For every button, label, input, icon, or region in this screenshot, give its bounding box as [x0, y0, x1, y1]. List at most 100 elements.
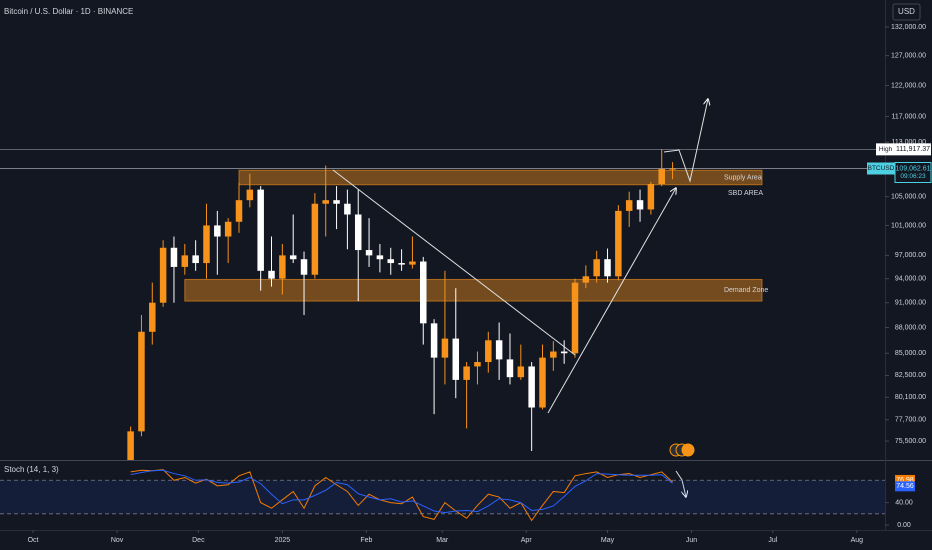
- candle-body: [203, 225, 210, 264]
- price-label: 109,062.61: [895, 165, 930, 172]
- candle-body: [246, 189, 254, 201]
- price-box: [894, 161, 932, 183]
- trend-line: [332, 169, 576, 356]
- candle-body: [289, 255, 297, 260]
- drawings: [332, 99, 708, 457]
- axes: 75,500.00 77,700.00 80,100.00 82,500.00 85,0…: [28, 24, 926, 544]
- stoch-tick-label: 0.00: [897, 522, 911, 529]
- candle-body: [528, 366, 535, 408]
- countdown: 09:06:23: [900, 173, 926, 180]
- y-tick-label: 122,000.00: [891, 82, 926, 89]
- currency: USD: [898, 7, 915, 16]
- candle-body: [658, 168, 665, 185]
- projection-arrow: [663, 99, 708, 183]
- candle-body: [181, 255, 189, 267]
- zone-label: Supply Area: [724, 174, 762, 181]
- candle-body: [214, 225, 221, 237]
- stoch-line: [130, 469, 673, 522]
- x-tick-label: Jun: [686, 537, 697, 544]
- x-tick-label: 2025: [275, 537, 291, 544]
- candle-body: [149, 302, 156, 332]
- y-tick-label: 88,000.00: [895, 324, 926, 331]
- candle-body: [398, 263, 405, 265]
- y-tick-label: 82,500.00: [895, 372, 926, 379]
- y-tick-label: 127,000.00: [891, 52, 926, 59]
- candle-body: [517, 366, 525, 378]
- symbol-box: [867, 162, 895, 175]
- price-box: [895, 143, 931, 156]
- x-tick-label: Feb: [360, 537, 372, 544]
- x-tick-label: Nov: [111, 537, 124, 544]
- candle-body: [387, 259, 394, 264]
- y-tick-label: 113,000.00: [891, 139, 926, 146]
- candle-body: [615, 210, 622, 277]
- annotation: SBD AREA: [728, 190, 763, 197]
- x-tick-label: Apr: [521, 537, 533, 544]
- candle-body: [485, 340, 492, 363]
- y-tick-label: 101,000.00: [891, 222, 926, 229]
- candle-body: [159, 247, 167, 303]
- currency-box[interactable]: [892, 3, 921, 21]
- candle-body: [550, 351, 557, 358]
- candle-body: [257, 189, 264, 271]
- stoch-value: 74.56: [896, 483, 914, 490]
- candle-body: [311, 203, 319, 275]
- candle-body: [268, 270, 275, 279]
- candle-body: [354, 214, 362, 251]
- x-tick-label: Oct: [28, 537, 39, 544]
- candle-body: [560, 351, 568, 354]
- y-tick-label: 132,000.00: [891, 24, 926, 31]
- event-icons: [669, 443, 695, 457]
- symbol-label: BTCUSD: [868, 165, 895, 172]
- stoch-pane: [0, 469, 885, 522]
- candle-body: [224, 221, 232, 237]
- y-tick-label: 94,000.00: [895, 276, 926, 283]
- y-tick-label: 91,000.00: [895, 300, 926, 307]
- candle-body: [636, 200, 644, 210]
- candle-body: [300, 259, 308, 275]
- candle-body: [192, 255, 199, 264]
- y-tick-label: 97,000.00: [895, 252, 926, 259]
- x-tick-label: Jul: [768, 537, 777, 544]
- candle-body: [452, 338, 460, 380]
- stoch-band: [0, 480, 885, 514]
- x-tick-label: Mar: [436, 537, 449, 544]
- candle-body: [420, 261, 427, 324]
- candle-body: [495, 340, 503, 360]
- candle-body: [430, 323, 438, 358]
- candle-body: [474, 362, 481, 367]
- high-name: High: [879, 146, 893, 153]
- candle-body: [344, 203, 351, 215]
- high-box: [876, 143, 895, 156]
- zones: [0, 148, 885, 302]
- trend-arrow: [547, 188, 676, 414]
- y-tick-label: 80,100.00: [895, 394, 926, 401]
- candle-body: [365, 250, 373, 256]
- candle-body: [333, 200, 340, 204]
- candle-body: [127, 431, 134, 460]
- candle-body: [582, 276, 590, 283]
- candle-body: [593, 259, 600, 277]
- candle-body: [539, 357, 546, 408]
- candle-body: [138, 331, 145, 432]
- chart-title: Bitcoin / U.S. Dollar · 1D · BINANCE: [4, 7, 133, 16]
- candle-body: [647, 184, 655, 210]
- candle-body: [376, 255, 384, 260]
- zone: [238, 169, 763, 186]
- candle-body: [463, 366, 470, 380]
- candle-body: [506, 359, 514, 378]
- x-tick-label: Dec: [192, 537, 205, 544]
- x-tick-label: Aug: [851, 537, 864, 544]
- x-tick-label: May: [601, 537, 615, 544]
- y-tick-label: 117,000.00: [891, 113, 926, 120]
- stoch-tick-label: 40.00: [895, 499, 913, 506]
- y-tick-label: 75,500.00: [895, 438, 926, 445]
- candle-body: [604, 259, 611, 277]
- candle-body: [441, 338, 449, 358]
- y-tick-label: 85,000.00: [895, 350, 926, 357]
- stoch-line: [130, 469, 673, 514]
- candle-body: [170, 247, 178, 267]
- candles: [127, 149, 676, 460]
- candle-body: [279, 255, 286, 279]
